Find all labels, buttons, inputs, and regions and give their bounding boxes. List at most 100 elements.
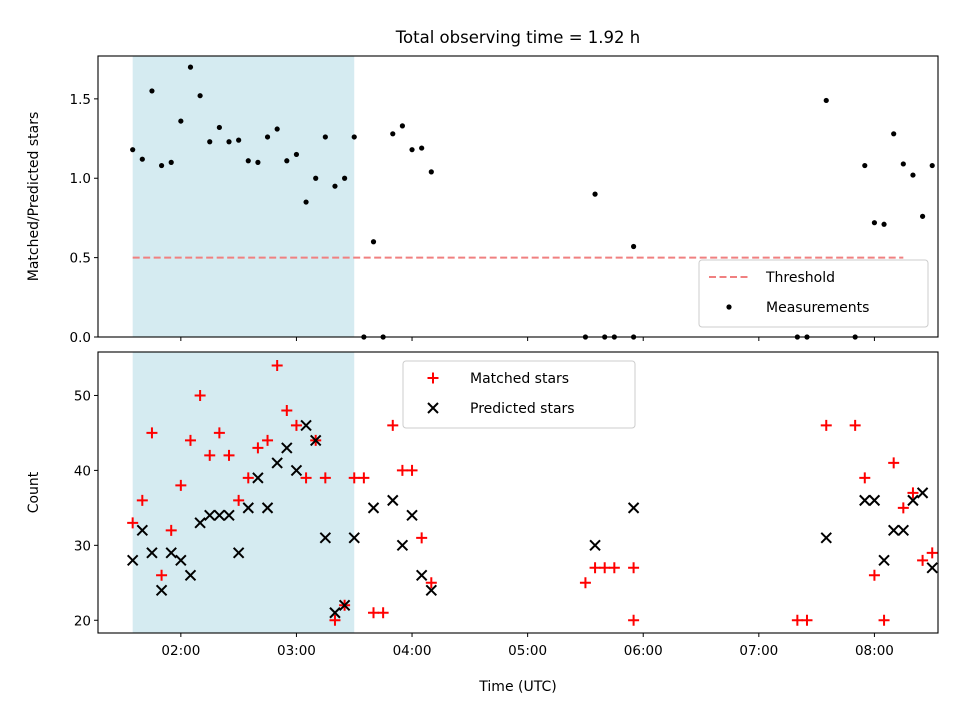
x-axis-label: Time (UTC) [478, 679, 556, 695]
y-tick-label: 20 [74, 613, 91, 629]
legend-predicted-stars-label: Predicted stars [470, 401, 575, 417]
data-point [139, 156, 145, 162]
data-point [264, 134, 271, 140]
data-point [878, 614, 890, 626]
data-point [319, 472, 331, 484]
data-point [149, 88, 155, 94]
data-point [194, 389, 206, 401]
data-point [387, 494, 399, 507]
data-point [332, 183, 338, 189]
data-point [608, 562, 620, 574]
chart-title: Total observing time = 1.92 h [395, 28, 640, 47]
data-point [599, 562, 611, 574]
data-point [428, 169, 434, 175]
data-point [871, 220, 878, 226]
data-point [627, 502, 640, 514]
data-point [589, 562, 601, 574]
data-point [300, 419, 312, 432]
data-point [907, 487, 919, 499]
data-point [242, 502, 254, 514]
data-point [888, 457, 900, 469]
data-point [216, 124, 222, 131]
data-point [130, 147, 136, 153]
data-point [868, 569, 880, 581]
x-tick-label: 04:00 [393, 643, 432, 659]
data-point [146, 547, 158, 559]
data-point [178, 118, 184, 124]
data-point [158, 162, 165, 169]
data-point [236, 137, 242, 143]
data-point [891, 131, 897, 137]
data-point [245, 158, 251, 164]
data-point [907, 494, 919, 507]
data-point [419, 145, 425, 151]
data-point [868, 494, 881, 507]
ratio-panel: 0.0 0.5 1.0 1.5 Matched/Predicted stars Thres… [26, 55, 939, 346]
legend-matched-stars-marker [427, 372, 439, 384]
data-point [348, 472, 360, 484]
data-point [175, 479, 187, 491]
x-tick-label: 08:00 [855, 643, 894, 659]
data-point [281, 442, 293, 454]
data-point [342, 175, 348, 181]
data-point [127, 517, 139, 529]
data-point [284, 158, 290, 164]
data-point [146, 427, 158, 439]
data-point [155, 584, 168, 596]
observing-window-span [132, 56, 355, 337]
y-tick-label: 0.5 [70, 251, 91, 267]
data-point [197, 93, 203, 99]
data-point [387, 419, 399, 431]
data-point [303, 199, 309, 205]
data-point [329, 607, 341, 619]
data-point [274, 126, 280, 132]
x-tick-label: 03:00 [277, 643, 316, 659]
legend: Threshold Measurements [698, 259, 929, 328]
data-point [425, 577, 437, 589]
data-point [415, 569, 428, 582]
data-point [358, 472, 370, 484]
legend: Matched stars Predicted stars [402, 360, 636, 429]
data-point [878, 554, 890, 567]
data-point [859, 472, 871, 484]
data-point [900, 161, 906, 167]
data-point [252, 442, 264, 454]
data-point [396, 539, 409, 552]
data-point [390, 131, 396, 137]
data-point [887, 524, 900, 537]
legend-threshold-label: Threshold [765, 270, 835, 286]
y-axis-label: Count [26, 471, 42, 513]
y-tick-label: 0.0 [70, 330, 91, 346]
y-axis-label: Matched/Predicted stars [26, 112, 42, 282]
data-point [290, 464, 303, 477]
data-point [370, 239, 377, 245]
data-point [175, 554, 187, 567]
x-tick-label: 06:00 [624, 643, 663, 659]
data-point [187, 64, 194, 70]
data-point [399, 123, 406, 129]
data-point [916, 487, 929, 499]
data-point [300, 472, 312, 484]
data-point [926, 547, 938, 559]
legend-measurements-label: Measurements [766, 300, 869, 316]
data-point [226, 139, 232, 145]
data-point [368, 607, 380, 619]
y-tick-label: 40 [74, 463, 91, 479]
measurements-series [130, 64, 935, 340]
data-point [329, 614, 341, 626]
legend-box [698, 259, 929, 328]
data-point [290, 419, 302, 431]
data-point [801, 614, 813, 626]
data-point [204, 509, 216, 522]
data-point [592, 191, 598, 197]
data-point [242, 472, 254, 484]
data-point [628, 614, 640, 626]
data-point [204, 449, 216, 461]
plot-frame [97, 55, 939, 338]
data-point [322, 134, 328, 140]
data-point [168, 159, 174, 165]
data-point [820, 532, 832, 544]
data-point [351, 134, 357, 140]
data-point [313, 175, 319, 181]
plot-frame [97, 351, 939, 634]
